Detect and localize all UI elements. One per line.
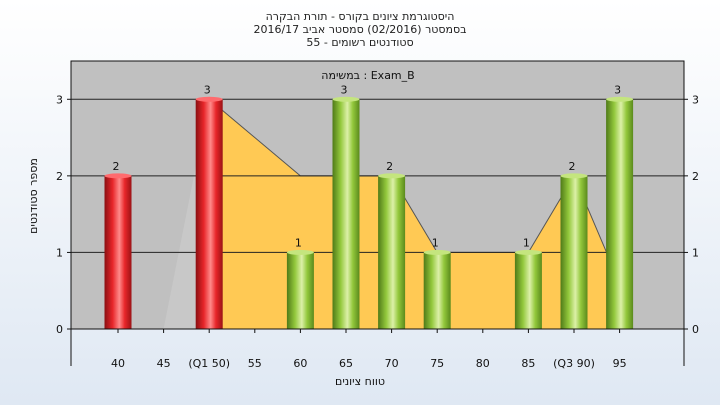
x-tick-label: 85	[521, 357, 535, 370]
bar-top-85	[514, 249, 542, 255]
bar-value-label: 3	[204, 83, 211, 96]
bar-65	[332, 99, 360, 330]
y-tick-label-right: 3	[692, 93, 699, 106]
bar-top-40	[104, 173, 132, 179]
x-tick-label: 55	[248, 357, 262, 370]
x-tick-label: 60	[293, 357, 307, 370]
bar-60	[286, 252, 314, 329]
bar-value-label: 2	[386, 160, 393, 173]
bar-value-label: 1	[295, 236, 302, 249]
x-tick-label: (Q1 50)	[188, 357, 230, 370]
x-tick-label: 40	[111, 357, 125, 370]
bar-75	[423, 252, 451, 329]
x-tick-label: (Q3 90)	[553, 357, 595, 370]
y-tick-label-left: 2	[56, 170, 63, 183]
x-tick-label: 95	[613, 357, 627, 370]
bar-value-label: 3	[614, 83, 621, 96]
bar-95	[606, 99, 634, 330]
bar-top-60	[286, 249, 314, 255]
bar-value-label: 3	[341, 83, 348, 96]
bar-top-75	[423, 249, 451, 255]
y-tick-label-left: 0	[56, 323, 63, 336]
y-tick-label-right: 2	[692, 170, 699, 183]
title-line-1: היסטוגרמת ציונים בקורס - תורת הבקרה	[265, 10, 455, 23]
bar-value-label: 2	[569, 160, 576, 173]
bar-70	[378, 175, 406, 329]
title-line-2: בסמסטר (02/2016) סמסטר אביב 2016/17	[253, 23, 467, 36]
y-tick-label-left: 3	[56, 93, 63, 106]
bar-top-95	[606, 96, 634, 102]
y-axis-title: מספר סטודנטים	[27, 158, 40, 234]
x-tick-label: 75	[430, 357, 444, 370]
bar-40	[104, 175, 132, 329]
y-tick-label-left: 1	[56, 246, 63, 259]
x-axis-title: טווח ציונים	[335, 375, 385, 388]
chart-subtitle: במשימה : Exam_B	[321, 69, 414, 82]
bar-50	[195, 99, 223, 330]
x-tick-label: 65	[339, 357, 353, 370]
bar-top-50	[195, 96, 223, 102]
x-tick-label: 80	[476, 357, 490, 370]
bar-top-90	[560, 173, 588, 179]
bar-85	[514, 252, 542, 329]
x-tick-label: 70	[385, 357, 399, 370]
bar-90	[560, 175, 588, 329]
x-tick-label: 45	[157, 357, 171, 370]
bar-value-label: 2	[113, 160, 120, 173]
bar-value-label: 1	[432, 236, 439, 249]
title-line-3: סטודנטים רשומים - 55	[306, 36, 414, 49]
y-tick-label-right: 0	[692, 323, 699, 336]
bar-top-70	[378, 173, 406, 179]
bar-top-65	[332, 96, 360, 102]
bar-value-label: 1	[523, 236, 530, 249]
y-tick-label-right: 1	[692, 246, 699, 259]
